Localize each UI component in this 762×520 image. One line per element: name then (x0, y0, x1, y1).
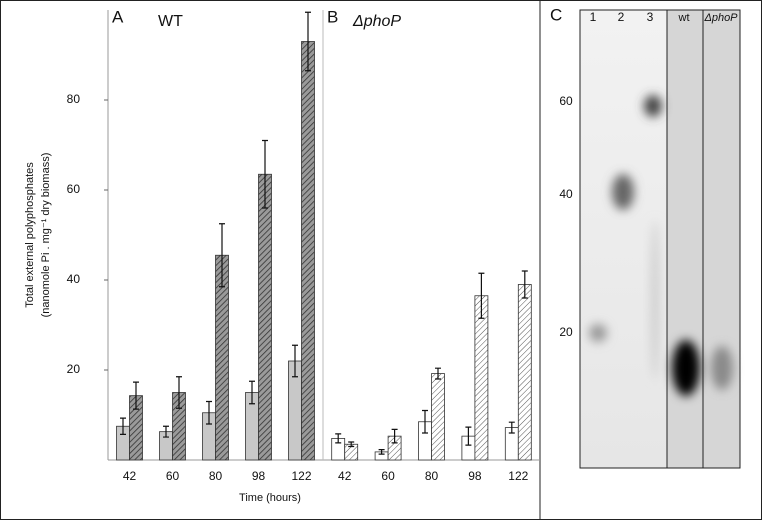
error-bar (249, 380, 255, 405)
y-tick-label: 60 (67, 182, 81, 196)
error-bar (262, 139, 268, 209)
bar (431, 373, 445, 461)
error-bar (465, 426, 472, 446)
band (612, 174, 634, 210)
band (589, 324, 607, 342)
band (711, 346, 733, 390)
panel-label: A (112, 7, 124, 26)
gel-panel: C 1 2 3 wt ΔphoP 60 40 20 (550, 5, 741, 469)
band (644, 95, 662, 117)
error-bar (478, 272, 485, 319)
x-tick-label: 42 (338, 469, 352, 483)
x-tick-label: 60 (166, 469, 180, 483)
x-tick-label: 98 (252, 469, 266, 483)
bar (517, 284, 532, 461)
y-axis-label: Total external polyphosphates (24, 162, 36, 308)
y-axis-label: (nanomole Pi . mg⁻¹ dry biomass) (40, 153, 52, 318)
error-bar (176, 376, 182, 409)
marker-label: 20 (559, 325, 573, 339)
marker-label: 60 (559, 94, 573, 108)
bar (258, 173, 272, 461)
error-bar (348, 441, 355, 448)
error-bar (219, 223, 225, 288)
lane-label: 3 (647, 10, 654, 24)
panel-label: C (550, 5, 562, 24)
error-bar (391, 428, 398, 444)
panel-label: B (327, 7, 338, 26)
error-bar (206, 400, 212, 425)
error-bar (335, 433, 342, 444)
lane-label: ΔphoP (703, 12, 738, 24)
chart-title: WT (158, 13, 183, 30)
error-bar (133, 381, 139, 410)
lane-label: 2 (618, 10, 625, 24)
error-bar (292, 344, 298, 378)
error-bar (422, 409, 428, 434)
error-bar (435, 367, 441, 380)
x-axis-label: Time (hours) (239, 492, 301, 504)
bar (301, 41, 315, 461)
x-tick-label: 80 (425, 469, 439, 483)
error-bar (508, 421, 515, 434)
y-tick-label: 20 (67, 362, 81, 376)
error-bar (305, 11, 311, 72)
x-tick-label: 122 (508, 469, 528, 483)
error-bar (521, 270, 528, 299)
marker-label: 40 (559, 187, 573, 201)
lane-label: wt (678, 12, 690, 24)
x-tick-label: 98 (468, 469, 482, 483)
y-tick-label: 80 (67, 92, 81, 106)
x-tick-label: 42 (123, 469, 137, 483)
x-tick-label: 80 (209, 469, 223, 483)
bar (474, 295, 489, 461)
x-tick-label: 122 (291, 469, 311, 483)
y-tick-label: 40 (67, 272, 81, 286)
band (672, 340, 700, 396)
smear (651, 220, 659, 380)
chart-title: ΔphoP (352, 13, 401, 30)
lane-label: 1 (590, 10, 597, 24)
error-bar (120, 417, 126, 435)
x-tick-label: 60 (381, 469, 395, 483)
error-bar (163, 425, 169, 438)
error-bar (378, 449, 385, 455)
